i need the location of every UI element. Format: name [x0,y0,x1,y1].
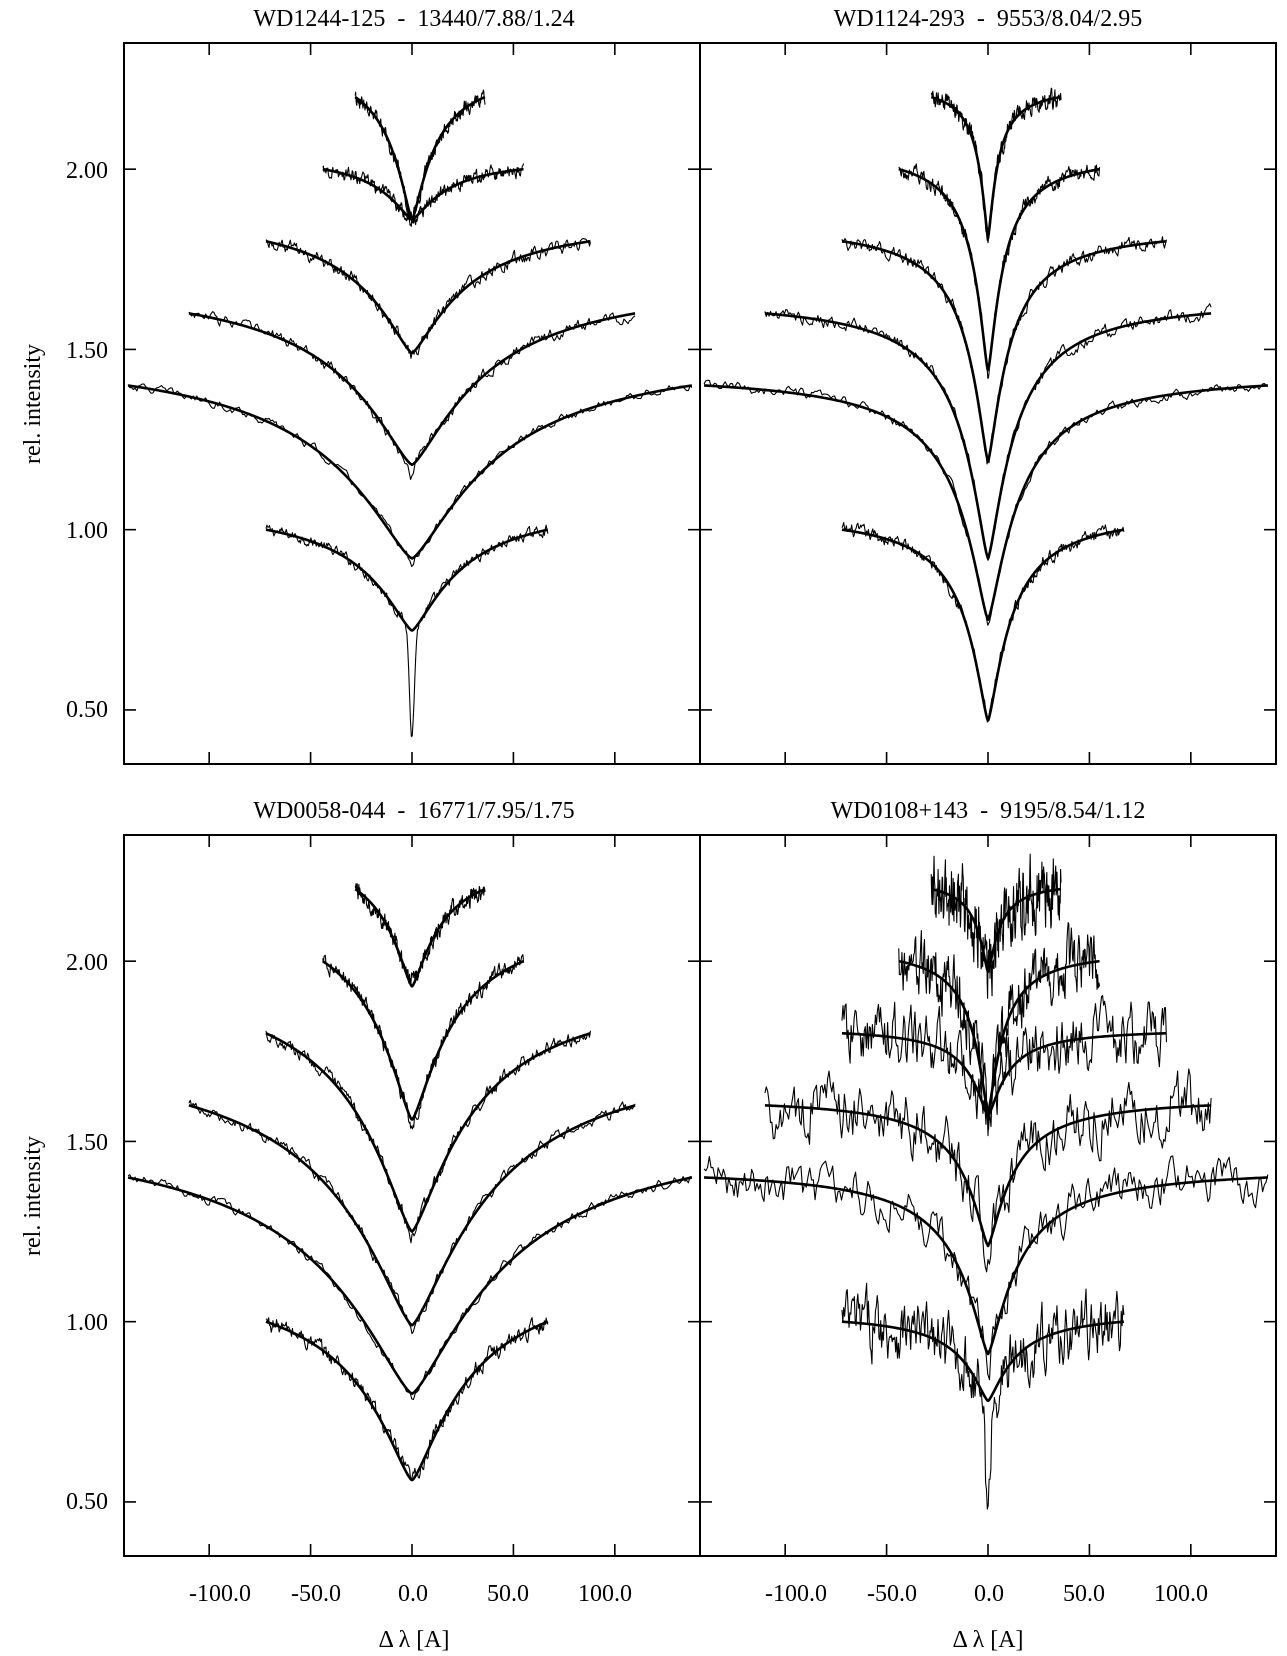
observed-spectrum-line [265,524,549,737]
panel-wd1124: WD1124-293 - 9553/8.04/2.95 [699,6,1277,765]
series-group [127,883,693,1482]
observed-spectrum-line [354,883,486,986]
tick-group [124,43,700,764]
observed-spectrum-line [841,236,1168,465]
tick-group [700,835,1276,1556]
y-axis-label: rel. intensity [20,1136,46,1256]
observed-spectrum-line [841,521,1125,723]
observed-spectrum-line [703,1155,1269,1381]
x-tick-label: 50.0 [1063,1581,1105,1607]
x-axis-label: Δ λ [A] [378,1627,449,1653]
model-profile-line [704,1176,1268,1356]
model-profile-line [265,1032,591,1233]
panel-wd0058: WD0058-044 - 16771/7.95/1.75 2.00 1.50 1… [20,798,701,1653]
y-tick-label: 1.00 [66,1310,108,1336]
plot-frame [123,42,701,765]
model-profile-line [841,239,1167,463]
y-tick-label: 1.50 [66,1130,108,1156]
observed-spectrum-line [127,1174,692,1400]
x-tick-label: -50.0 [291,1581,341,1607]
model-profile-line [188,1104,636,1327]
tick-group [124,835,700,1556]
y-tick-label: 2.00 [66,950,108,976]
observed-spectrum-line [265,1030,592,1244]
panel-title: WD0108+143 - 9195/8.54/1.12 [831,798,1146,824]
series-group [127,89,693,737]
y-tick-label: 0.50 [66,1489,108,1515]
x-tick-label: 0.0 [974,1581,1004,1607]
panel-title: WD1124-293 - 9553/8.04/2.95 [834,6,1142,32]
plot-frame [699,42,1277,765]
observed-spectrum-line [764,303,1212,561]
observed-spectrum-line [930,853,1062,999]
observed-spectrum-line [354,89,486,224]
observed-spectrum-line [841,1282,1125,1510]
plot-frame [699,834,1277,1557]
model-profile-line [188,312,636,467]
observed-spectrum-line [764,1068,1212,1273]
x-tick-label: -100.0 [765,1581,827,1607]
model-profile-line [841,528,1125,722]
series-group [703,853,1269,1510]
observed-spectrum-line [265,237,592,359]
observed-spectrum-line [930,87,1062,244]
model-profile-line [127,384,693,560]
observed-spectrum-line [188,1099,636,1335]
y-axis-label: rel. intensity [20,344,46,464]
observed-spectrum-line [703,379,1269,626]
x-tick-label: 100.0 [1154,1581,1208,1607]
panel-wd0108: WD0108+143 - 9195/8.54/1.12 -100.0 -50.0… [699,798,1277,1653]
y-tick-label: 2.00 [66,158,108,184]
plot-frame [123,834,701,1557]
x-tick-label: -100.0 [189,1581,251,1607]
y-tick-label: 1.50 [66,338,108,364]
x-axis-label: Δ λ [A] [952,1627,1023,1653]
observed-spectrum-line [322,163,525,227]
observed-spectrum-line [898,163,1101,379]
model-profile-line [703,384,1268,621]
y-tick-label: 0.50 [66,697,108,723]
model-profile-line [764,312,1212,560]
series-group [703,87,1269,723]
observed-spectrum-line [265,1317,549,1481]
observed-spectrum-line [841,994,1168,1137]
x-tick-label: 50.0 [487,1581,529,1607]
model-profile-line [127,1176,693,1396]
observed-spectrum-line [898,921,1101,1131]
tick-group [700,43,1276,764]
x-tick-label: -50.0 [867,1581,917,1607]
panel-title: WD0058-044 - 16771/7.95/1.75 [253,798,574,824]
x-tick-label: 100.0 [578,1581,632,1607]
panel-title: WD1244-125 - 13440/7.88/1.24 [253,6,574,32]
panel-wd1244: WD1244-125 - 13440/7.88/1.24 2.00 1.50 1… [20,6,701,765]
y-tick-label: 1.00 [66,518,108,544]
observed-spectrum-line [188,311,636,480]
observed-spectrum-line [127,383,693,568]
x-tick-label: 0.0 [398,1581,428,1607]
observed-spectrum-line [322,954,525,1130]
